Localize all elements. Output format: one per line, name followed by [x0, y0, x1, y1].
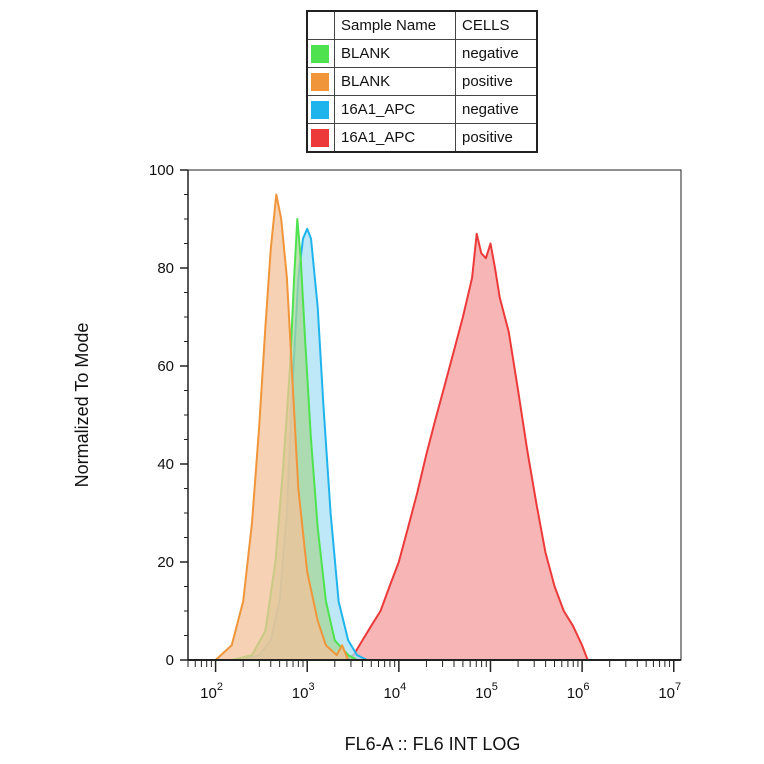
y-axis-title: Normalized To Mode	[72, 323, 92, 488]
legend-row: 16A1_APC positive	[306, 123, 538, 153]
legend-sample-name: BLANK	[334, 67, 456, 96]
legend-cells-value: positive	[455, 67, 538, 96]
legend-sample-name: 16A1_APC	[334, 123, 456, 153]
legend-sample-name: 16A1_APC	[334, 95, 456, 124]
y-tick-label: 80	[157, 260, 174, 277]
x-tick-label: 107	[658, 681, 681, 702]
legend-swatch	[311, 100, 329, 119]
histogram-line	[343, 232, 589, 661]
legend-header-cells: CELLS	[455, 10, 538, 40]
y-tick-label: 100	[149, 162, 174, 179]
legend-table: Sample Name CELLS BLANK negative BLANK p…	[306, 10, 538, 153]
legend-header-row: Sample Name CELLS	[306, 10, 538, 40]
histogram-fill	[343, 233, 588, 660]
x-tick-label: 106	[567, 681, 590, 702]
legend-header-sample: Sample Name	[334, 10, 456, 40]
x-tick-label: 102	[200, 681, 223, 702]
legend-row: BLANK negative	[306, 39, 538, 68]
legend-cells-value: positive	[455, 123, 538, 153]
x-tick-label: 103	[292, 681, 315, 702]
legend-cells-value: negative	[455, 95, 538, 124]
y-tick-label: 40	[157, 456, 174, 473]
legend-swatch	[311, 72, 329, 91]
x-axis-title: FL6-A :: FL6 INT LOG	[345, 734, 521, 754]
histogram-line	[214, 193, 350, 661]
histogram-fill	[215, 194, 349, 660]
y-tick-label: 0	[166, 652, 174, 669]
legend-swatch	[311, 44, 329, 63]
x-tick-label: 105	[475, 681, 498, 702]
legend-row: BLANK positive	[306, 67, 538, 96]
y-tick-label: 60	[157, 358, 174, 375]
legend-sample-name: BLANK	[334, 39, 456, 68]
x-tick-label: 104	[383, 681, 406, 702]
legend-row: 16A1_APC negative	[306, 95, 538, 124]
y-tick-label: 20	[157, 554, 174, 571]
legend-swatch	[311, 128, 329, 147]
